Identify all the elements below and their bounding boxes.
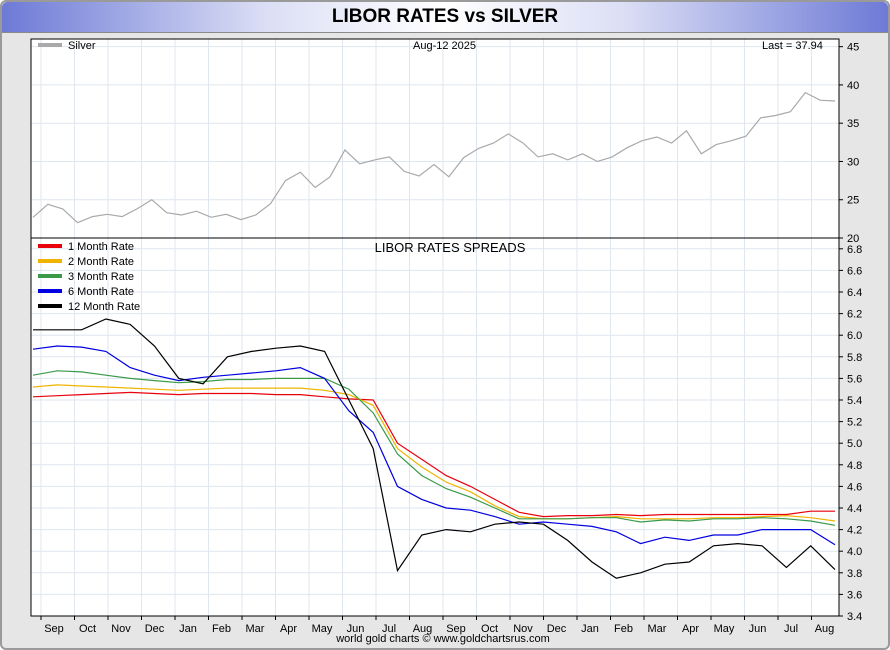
legend-label-silver: Silver <box>68 40 96 52</box>
x-tick-label: Jan <box>179 623 197 635</box>
x-tick-label: Apr <box>682 623 699 635</box>
x-tick-label: Sep <box>446 623 466 635</box>
y-tick-label: 45 <box>847 42 859 54</box>
y-tick-label: 35 <box>847 118 859 130</box>
series-line-1-month-rate <box>32 391 835 518</box>
x-tick-label: Jul <box>382 623 396 635</box>
x-tick-label: Oct <box>79 623 96 635</box>
x-tick-label: Nov <box>111 623 131 635</box>
x-tick-label: Aug <box>413 623 433 635</box>
x-tick-label: Feb <box>212 623 231 635</box>
y-tick-label: 30 <box>847 156 859 168</box>
legend-label-2-month-rate: 2 Month Rate <box>68 256 134 268</box>
date-label: Aug-12 2025 <box>413 40 476 52</box>
x-tick-label: Jun <box>347 623 365 635</box>
y-tick-label: 4.0 <box>847 546 862 558</box>
y-tick-label: 4.6 <box>847 481 862 493</box>
y-tick-label: 40 <box>847 80 859 92</box>
x-tick-label: Dec <box>547 623 567 635</box>
last-price-label: Last = 37.94 <box>762 40 823 52</box>
series-line-6-month-rate <box>32 345 836 546</box>
y-tick-label: 3.8 <box>847 568 862 580</box>
x-tick-label: May <box>714 623 735 635</box>
footer-credit: world gold charts © www.goldchartsrus.co… <box>336 633 550 645</box>
y-tick-label: 5.8 <box>847 352 862 364</box>
x-tick-label: Oct <box>481 623 498 635</box>
y-tick-label: 5.4 <box>847 395 862 407</box>
x-tick-label: Apr <box>280 623 297 635</box>
series-line-12-month-rate <box>33 318 836 579</box>
y-tick-label: 5.2 <box>847 417 862 429</box>
series-line-3-month-rate <box>32 370 836 526</box>
title-bar: LIBOR RATES vs SILVER <box>2 2 888 33</box>
y-tick-label: 4.4 <box>847 503 862 515</box>
x-tick-label: Jul <box>784 623 798 635</box>
y-tick-label: 5.6 <box>847 373 862 385</box>
x-tick-label: Dec <box>145 623 165 635</box>
x-tick-label: Mar <box>648 623 667 635</box>
y-tick-label: 6.6 <box>847 265 862 277</box>
y-tick-label: 4.2 <box>847 525 862 537</box>
y-tick-label: 6.8 <box>847 244 862 256</box>
x-tick-label: Aug <box>815 623 835 635</box>
y-tick-label: 6.0 <box>847 330 862 342</box>
x-tick-label: Sep <box>44 623 64 635</box>
x-tick-label: Jan <box>581 623 599 635</box>
y-tick-label: 3.4 <box>847 611 862 623</box>
legend-label-6-month-rate: 6 Month Rate <box>68 286 134 298</box>
y-tick-label: 6.4 <box>847 287 862 299</box>
libor-panel-title: LIBOR RATES SPREADS <box>375 240 526 255</box>
series-line-silver <box>32 91 836 224</box>
x-tick-label: Mar <box>246 623 265 635</box>
chart-title: LIBOR RATES vs SILVER <box>331 6 559 27</box>
y-tick-label: 3.6 <box>847 589 862 601</box>
y-tick-label: 25 <box>847 195 859 207</box>
y-tick-label: 4.8 <box>847 460 862 472</box>
x-tick-label: Feb <box>614 623 633 635</box>
legend-label-1-month-rate: 1 Month Rate <box>68 241 134 253</box>
x-tick-label: May <box>312 623 333 635</box>
legend-label-3-month-rate: 3 Month Rate <box>68 271 134 283</box>
series-line-2-month-rate <box>32 384 836 522</box>
x-tick-label: Jun <box>749 623 767 635</box>
y-tick-label: 6.2 <box>847 309 862 321</box>
legend-label-12-month-rate: 12 Month Rate <box>68 301 140 313</box>
libor-panel-border <box>30 237 840 617</box>
y-tick-label: 5.0 <box>847 438 862 450</box>
y-tick-label: 20 <box>847 233 859 245</box>
x-tick-label: Nov <box>513 623 533 635</box>
